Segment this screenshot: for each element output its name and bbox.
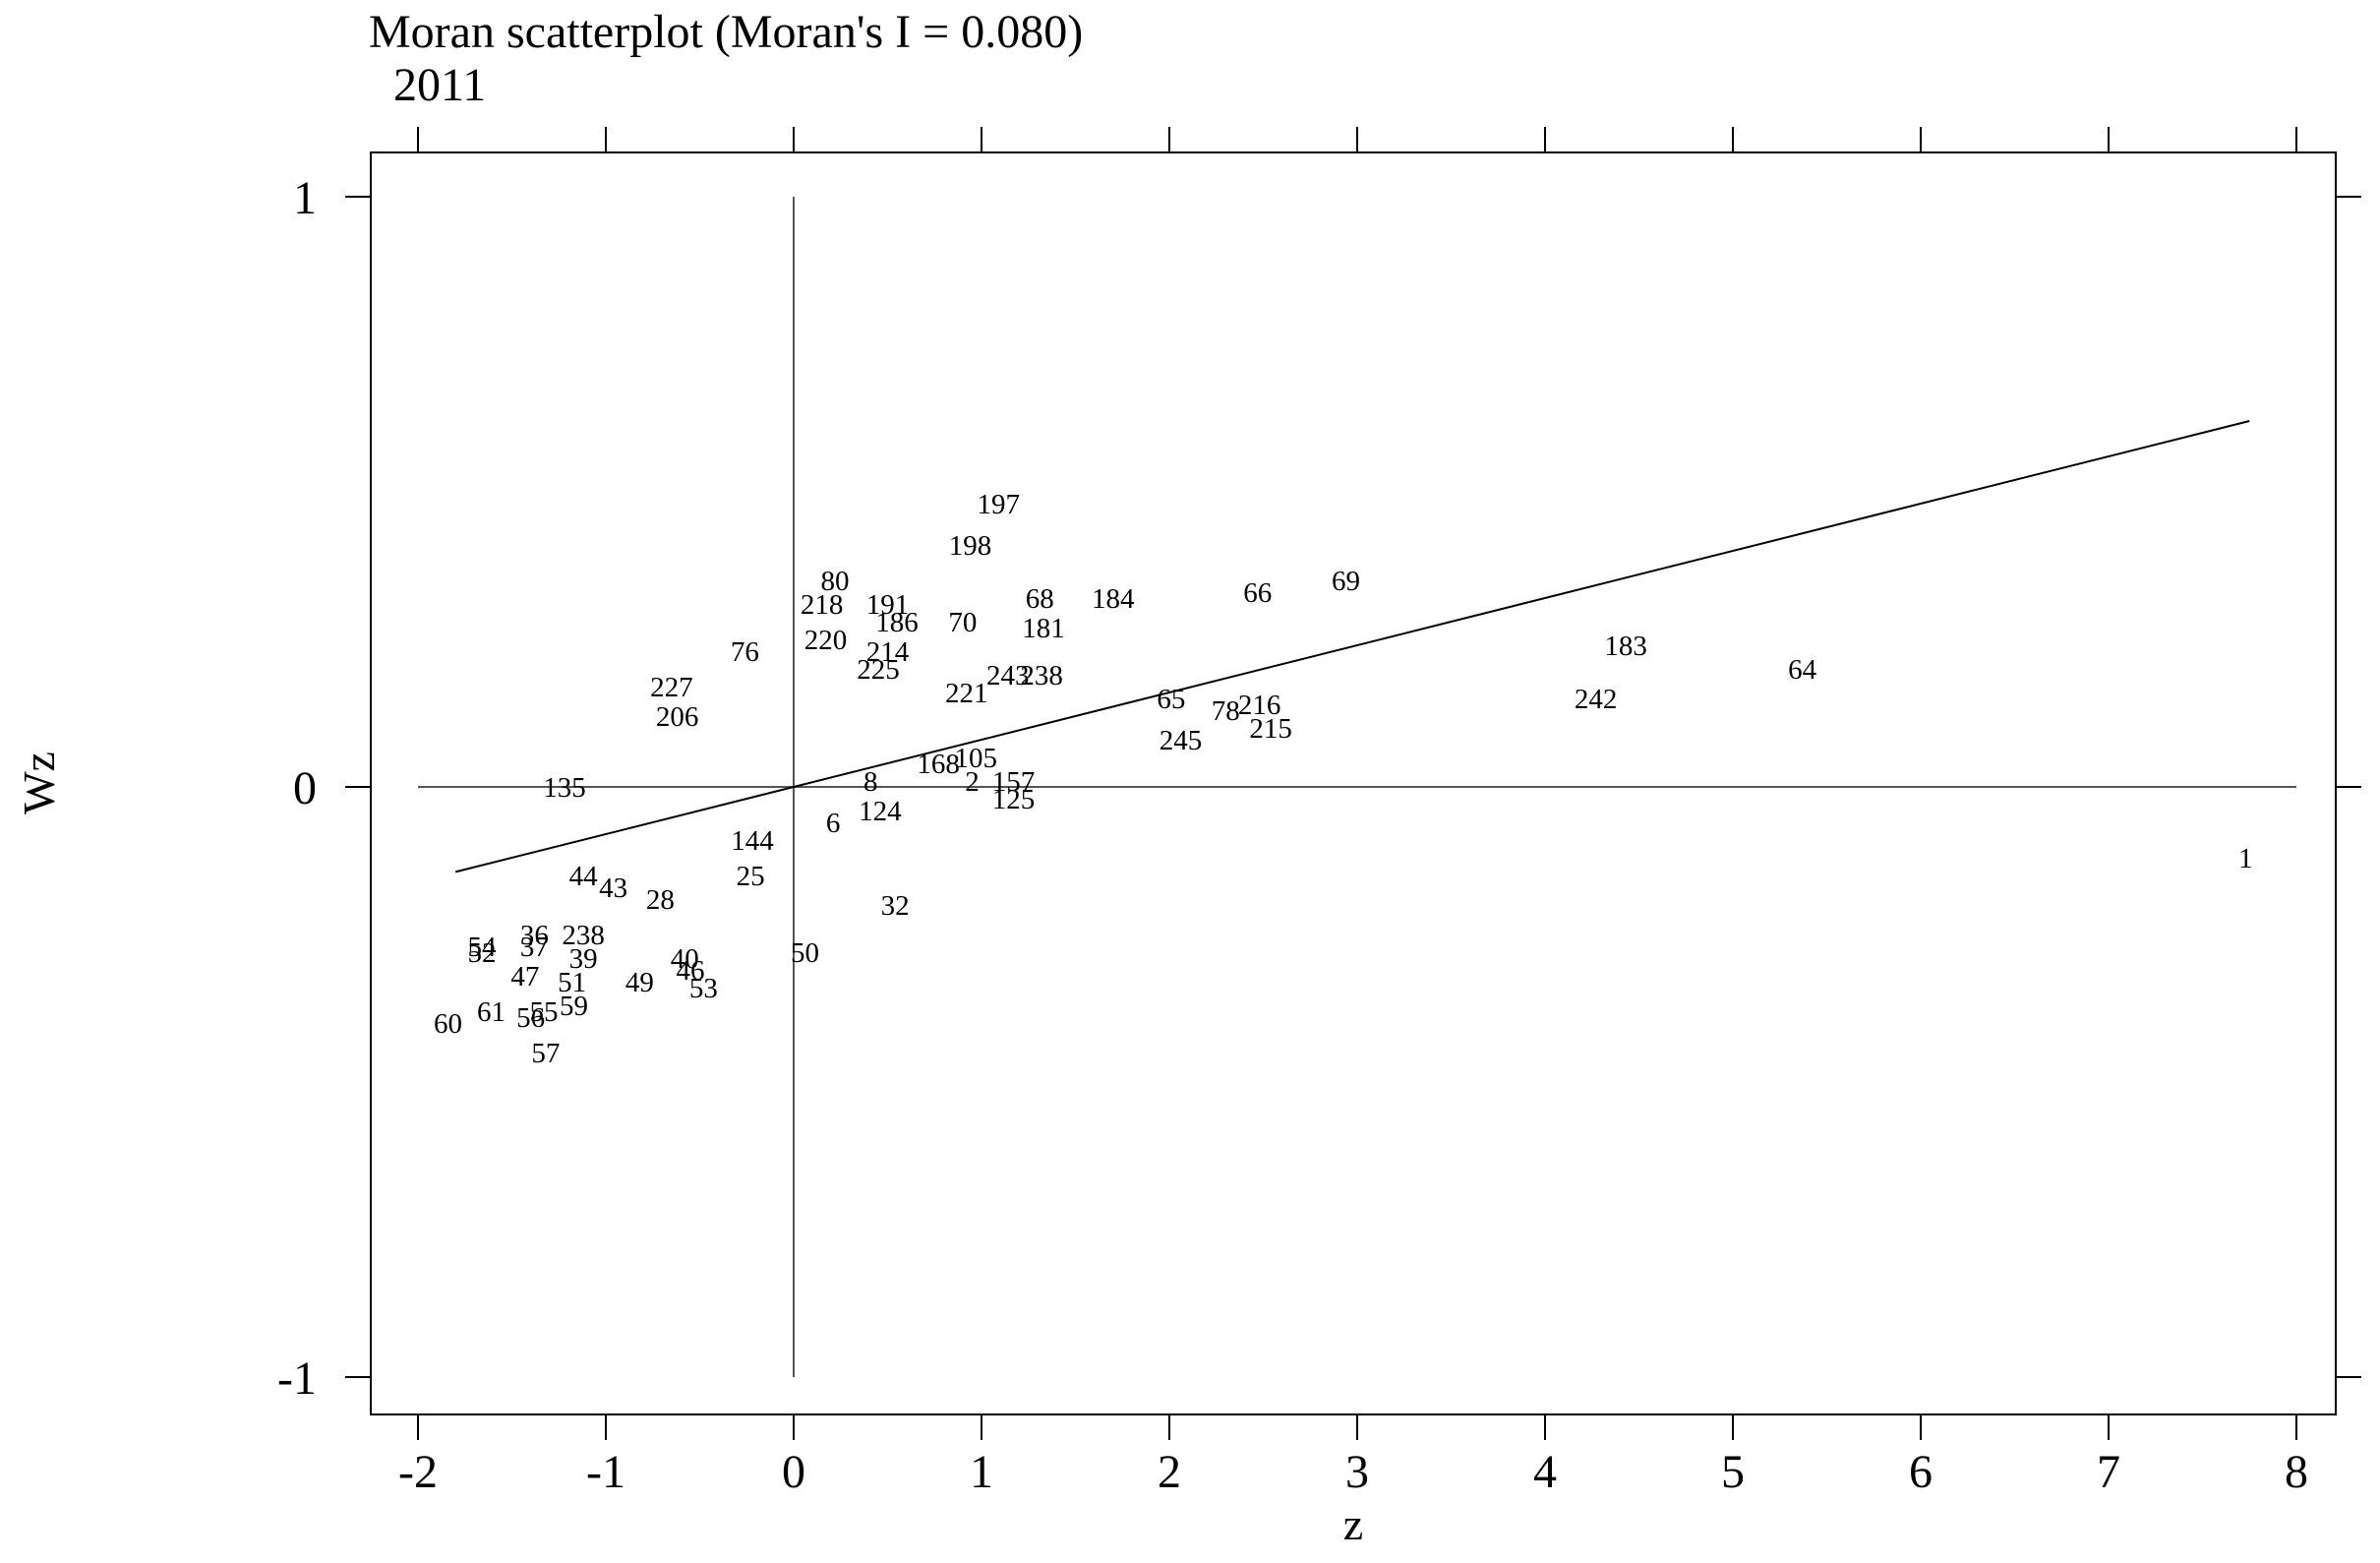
point-label: 220 — [804, 625, 848, 656]
point-label: 238 — [1020, 660, 1063, 691]
point-label: 218 — [801, 589, 844, 621]
point-label: 55 — [529, 996, 558, 1028]
point-label: 52 — [467, 937, 496, 969]
point-label: 105 — [955, 743, 998, 774]
point-labels: 1641832426966216215786524518468181238243… — [434, 489, 2253, 1069]
point-label: 1 — [2238, 843, 2253, 874]
x-tick-label: 1 — [970, 1446, 993, 1498]
point-label: 168 — [917, 749, 960, 780]
point-label: 36 — [520, 920, 549, 951]
point-label: 57 — [531, 1038, 560, 1069]
point-label: 6 — [826, 808, 841, 839]
point-label: 69 — [1332, 566, 1360, 597]
x-tick-label: 6 — [1909, 1446, 1933, 1498]
point-label: 65 — [1157, 684, 1185, 715]
point-label: 221 — [945, 678, 988, 709]
point-label: 135 — [543, 772, 586, 804]
point-label: 191 — [866, 589, 910, 621]
point-label: 40 — [671, 943, 699, 975]
x-tick-label: 0 — [782, 1446, 805, 1498]
point-label: 238 — [562, 920, 605, 951]
point-label: 80 — [821, 566, 850, 597]
point-label: 198 — [949, 530, 992, 562]
point-label: 183 — [1604, 631, 1647, 662]
point-label: 76 — [731, 636, 759, 668]
point-label: 216 — [1238, 690, 1281, 721]
point-label: 68 — [1026, 583, 1054, 615]
fit-line-group — [454, 420, 2250, 873]
regression-line — [454, 420, 2250, 873]
point-label: 61 — [477, 996, 506, 1028]
point-label: 50 — [791, 937, 819, 969]
y-axis: 1 0 -1 — [277, 172, 2361, 1405]
y-axis-label: Wz — [14, 751, 64, 814]
point-label: 28 — [646, 884, 675, 916]
point-label: 39 — [569, 943, 598, 975]
x-tick-label: -1 — [586, 1446, 625, 1498]
point-label: 206 — [656, 701, 699, 733]
point-label: 70 — [948, 607, 977, 638]
point-label: 25 — [737, 861, 765, 892]
point-label: 124 — [859, 796, 902, 827]
y-tick-label: 0 — [293, 762, 317, 814]
chart-title: Moran scatterplot (Moran's I = 0.080) — [369, 6, 1083, 58]
point-label: 51 — [558, 967, 586, 998]
x-axis-label: z — [1343, 1499, 1363, 1549]
x-tick-label: 4 — [1533, 1446, 1557, 1498]
point-label: 44 — [569, 861, 599, 892]
point-label: 60 — [434, 1008, 462, 1040]
x-tick-label: -2 — [398, 1446, 438, 1498]
point-label: 59 — [560, 991, 588, 1022]
x-tick-label: 2 — [1158, 1446, 1181, 1498]
point-label: 186 — [875, 607, 919, 638]
point-label: 242 — [1575, 684, 1618, 715]
chart-subtitle: 2011 — [393, 59, 486, 111]
point-label: 243 — [986, 660, 1030, 691]
point-label: 32 — [881, 890, 910, 922]
point-label: 197 — [977, 489, 1020, 520]
point-label: 46 — [676, 955, 704, 987]
point-label: 184 — [1092, 583, 1135, 615]
point-label: 225 — [857, 654, 900, 686]
plot-frame — [370, 151, 2337, 1415]
point-label: 64 — [1788, 654, 1817, 686]
point-label: 43 — [599, 872, 627, 904]
point-label: 66 — [1243, 577, 1272, 609]
point-label: 214 — [866, 636, 910, 668]
point-label: 49 — [625, 967, 654, 998]
point-label: 47 — [510, 961, 539, 992]
y-tick-label: -1 — [277, 1353, 317, 1405]
point-label: 157 — [992, 766, 1036, 798]
point-label: 54 — [467, 932, 497, 963]
point-label: 125 — [992, 784, 1036, 815]
point-label: 181 — [1022, 613, 1065, 644]
point-label: 78 — [1212, 695, 1240, 727]
point-label: 53 — [689, 973, 718, 1004]
point-label: 37 — [520, 932, 549, 963]
point-label: 56 — [516, 1002, 545, 1034]
x-tick-label: 3 — [1345, 1446, 1369, 1498]
point-label: 215 — [1249, 713, 1292, 745]
point-label: 227 — [650, 672, 693, 703]
x-tick-label: 7 — [2097, 1446, 2120, 1498]
point-label: 2 — [965, 766, 980, 798]
reference-lines — [418, 197, 2296, 1377]
x-axis: -2 -1 0 1 2 3 4 5 6 7 8 — [398, 127, 2308, 1498]
x-tick-label: 8 — [2285, 1446, 2308, 1498]
x-tick-label: 5 — [1721, 1446, 1745, 1498]
y-tick-label: 1 — [293, 172, 317, 224]
point-label: 8 — [863, 766, 878, 798]
point-label: 245 — [1160, 725, 1203, 756]
point-label: 144 — [731, 825, 774, 857]
